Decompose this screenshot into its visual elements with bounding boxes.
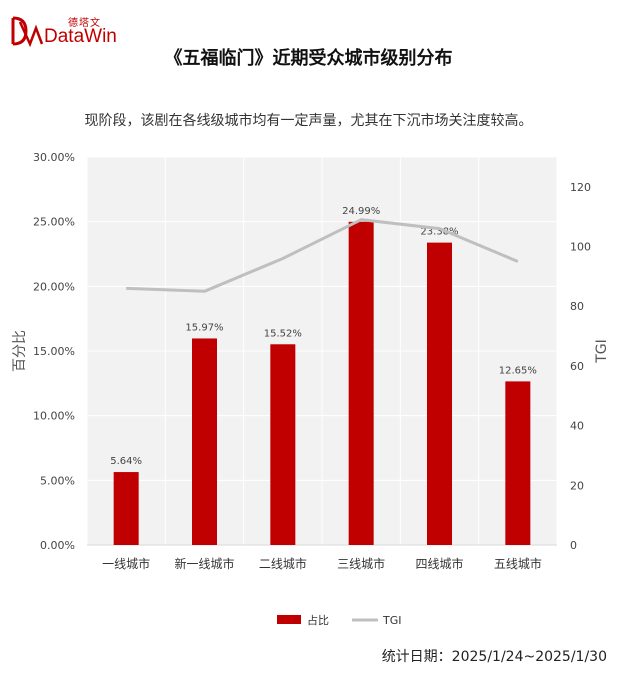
legend-label-line: TGI — [382, 614, 402, 627]
y2-tick-label: 100 — [570, 241, 591, 254]
data-label: 15.97% — [185, 322, 223, 333]
y-tick-label: 0.00% — [40, 539, 75, 552]
legend-label-bar: 占比 — [307, 613, 329, 627]
y2-axis-title: TGI — [594, 339, 610, 364]
y2-tick-label: 80 — [570, 300, 584, 313]
y-tick-label: 10.00% — [33, 410, 75, 423]
datawin-logo: 德塔文 DataWin — [10, 12, 130, 48]
x-tick-label: 五线城市 — [494, 556, 542, 571]
data-label: 23.38% — [420, 227, 458, 238]
bar-6 — [505, 381, 531, 545]
data-label: 15.52% — [264, 328, 302, 339]
logo-english-text: DataWin — [44, 26, 117, 47]
bar-4 — [348, 221, 374, 545]
bar-1 — [113, 472, 139, 545]
x-tick-label: 一线城市 — [102, 556, 150, 571]
y-tick-label: 15.00% — [33, 345, 75, 358]
y-tick-label: 25.00% — [33, 216, 75, 229]
y2-tick-label: 40 — [570, 420, 584, 433]
y2-tick-label: 0 — [570, 539, 577, 552]
x-tick-label: 四线城市 — [415, 556, 463, 571]
logo-chinese-text: 德塔文 — [68, 18, 101, 29]
data-label: 5.64% — [110, 456, 142, 467]
y2-tick-label: 60 — [570, 360, 584, 373]
y-tick-label: 5.00% — [40, 474, 75, 487]
y-tick-label: 30.00% — [33, 151, 75, 164]
x-tick-label: 二线城市 — [259, 556, 307, 571]
tgi-line — [126, 218, 519, 293]
bar-2 — [192, 338, 217, 545]
bar-3 — [270, 344, 296, 545]
data-label: 24.99% — [342, 206, 380, 217]
legend-swatch-bar — [277, 615, 301, 624]
date-note: 统计日期：2025/1/24~2025/1/30 — [381, 649, 607, 665]
bar-5 — [427, 242, 452, 546]
y2-tick-label: 120 — [570, 181, 591, 194]
data-label: 12.65% — [499, 365, 537, 376]
x-tick-label: 新一线城市 — [174, 556, 234, 571]
chart-area: 0.00% 5.00% 10.00% 15.00% 20.00% 25.00% 30.00%… — [12, 151, 610, 627]
x-tick-label: 三线城市 — [337, 556, 385, 571]
y-tick-label: 20.00% — [33, 280, 75, 293]
datawin-mark-icon — [11, 16, 44, 48]
y-axis-title: 百分比 — [12, 330, 28, 372]
chart-subtitle: 现阶段，该剧在各线级城市均有一定声量，尤其在下沉市场关注度较高。 — [84, 113, 533, 129]
y2-tick-label: 20 — [570, 479, 584, 492]
chart-title: 《五福临门》近期受众城市级别分布 — [164, 48, 453, 69]
